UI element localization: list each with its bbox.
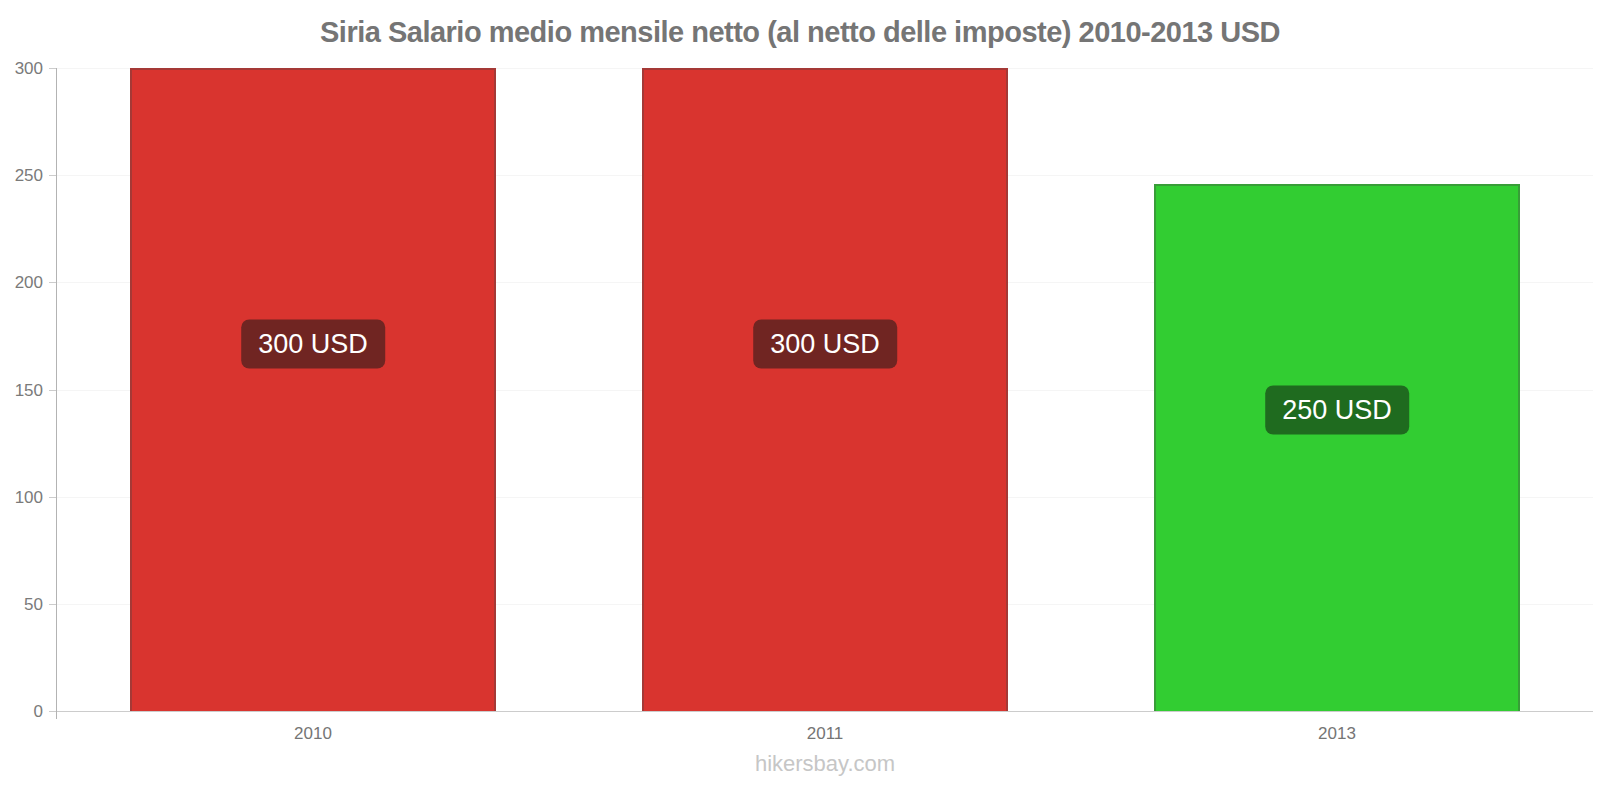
y-axis-tick-label: 200: [0, 273, 43, 293]
y-axis-tick-label: 150: [0, 381, 43, 401]
chart-container: Siria Salario medio mensile netto (al ne…: [0, 0, 1600, 800]
x-axis-tick-label: 2010: [57, 724, 569, 744]
bar[interactable]: [1154, 184, 1520, 711]
chart-title: Siria Salario medio mensile netto (al ne…: [0, 16, 1600, 49]
x-axis-line: [57, 711, 1593, 712]
y-axis-tick-label: 300: [0, 59, 43, 79]
x-axis-tick-label: 2011: [569, 724, 1081, 744]
y-axis-tick-label: 100: [0, 488, 43, 508]
bar-value-label: 300 USD: [753, 320, 897, 369]
y-axis-tick-label: 0: [0, 702, 43, 722]
bar-value-label: 250 USD: [1265, 386, 1409, 435]
y-axis-line: [56, 68, 57, 719]
bar[interactable]: [642, 68, 1008, 711]
bar-value-label: 300 USD: [241, 320, 385, 369]
bar[interactable]: [130, 68, 496, 711]
x-axis-tick-label: 2013: [1081, 724, 1593, 744]
y-axis-tick-label: 50: [0, 595, 43, 615]
watermark-link: hikersbay.com: [57, 751, 1593, 777]
y-axis-tick-label: 250: [0, 166, 43, 186]
